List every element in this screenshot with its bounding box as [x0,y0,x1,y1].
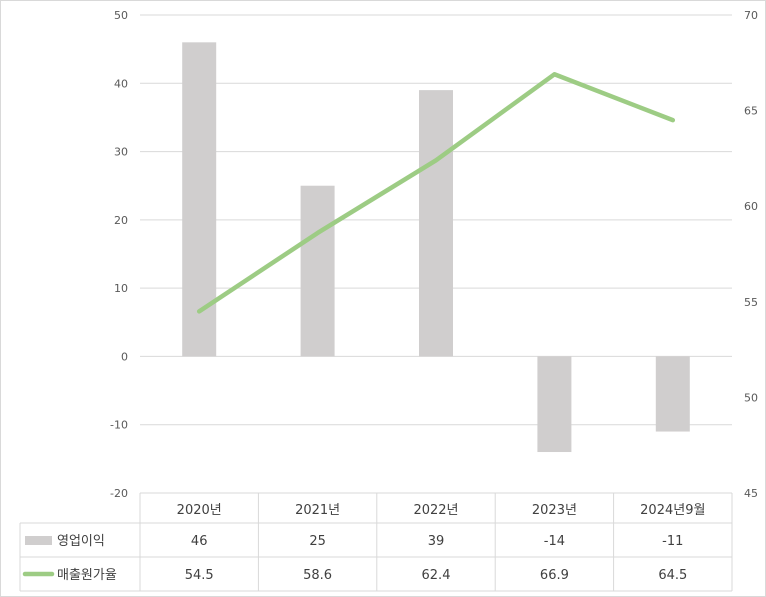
table-cell: 39 [428,534,445,549]
category-label: 2023년 [532,503,577,518]
table-cell: 25 [309,534,326,549]
table-cell: 46 [191,534,208,549]
table-cell: 62.4 [422,568,451,583]
left-tick-label: 0 [121,350,128,363]
row-label: 매출원가율 [57,568,117,583]
table-cell: 54.5 [185,568,214,583]
left-tick-label: 40 [114,77,128,90]
category-label: 2024년9월 [640,503,705,518]
table-cell: 66.9 [540,568,569,583]
category-label: 2020년 [177,503,222,518]
category-label: 2021년 [295,503,340,518]
left-tick-label: 30 [114,146,128,159]
line-series-cost-ratio [196,72,676,314]
right-tick-label: 55 [744,296,758,309]
table-cell: 58.6 [303,568,332,583]
left-tick-label: 10 [114,282,128,295]
table-cell: 64.5 [658,568,687,583]
right-tick-label: 50 [744,391,758,404]
bar-4 [537,356,572,453]
right-tick-label: 60 [744,200,758,213]
bar-2 [300,185,335,357]
bar-series-operating-profit [182,42,690,453]
category-label: 2022년 [413,503,458,518]
right-y-axis: 70 65 60 55 50 45 [744,9,758,500]
left-tick-label: -20 [110,487,128,500]
row-label: 영업이익 [57,534,105,549]
left-tick-label: 20 [114,214,128,227]
left-tick-label: -10 [110,419,128,432]
legend-key-bar [25,536,52,545]
left-tick-label: 50 [114,9,128,22]
right-tick-label: 70 [744,9,758,22]
table-cell: -14 [544,534,565,549]
table-cell: -11 [662,534,683,549]
right-tick-label: 65 [744,105,758,118]
left-y-axis: 50 40 30 20 10 0 -10 -20 [110,9,128,500]
bar-5 [655,356,690,432]
right-tick-label: 45 [744,487,758,500]
bar-3 [419,90,453,357]
